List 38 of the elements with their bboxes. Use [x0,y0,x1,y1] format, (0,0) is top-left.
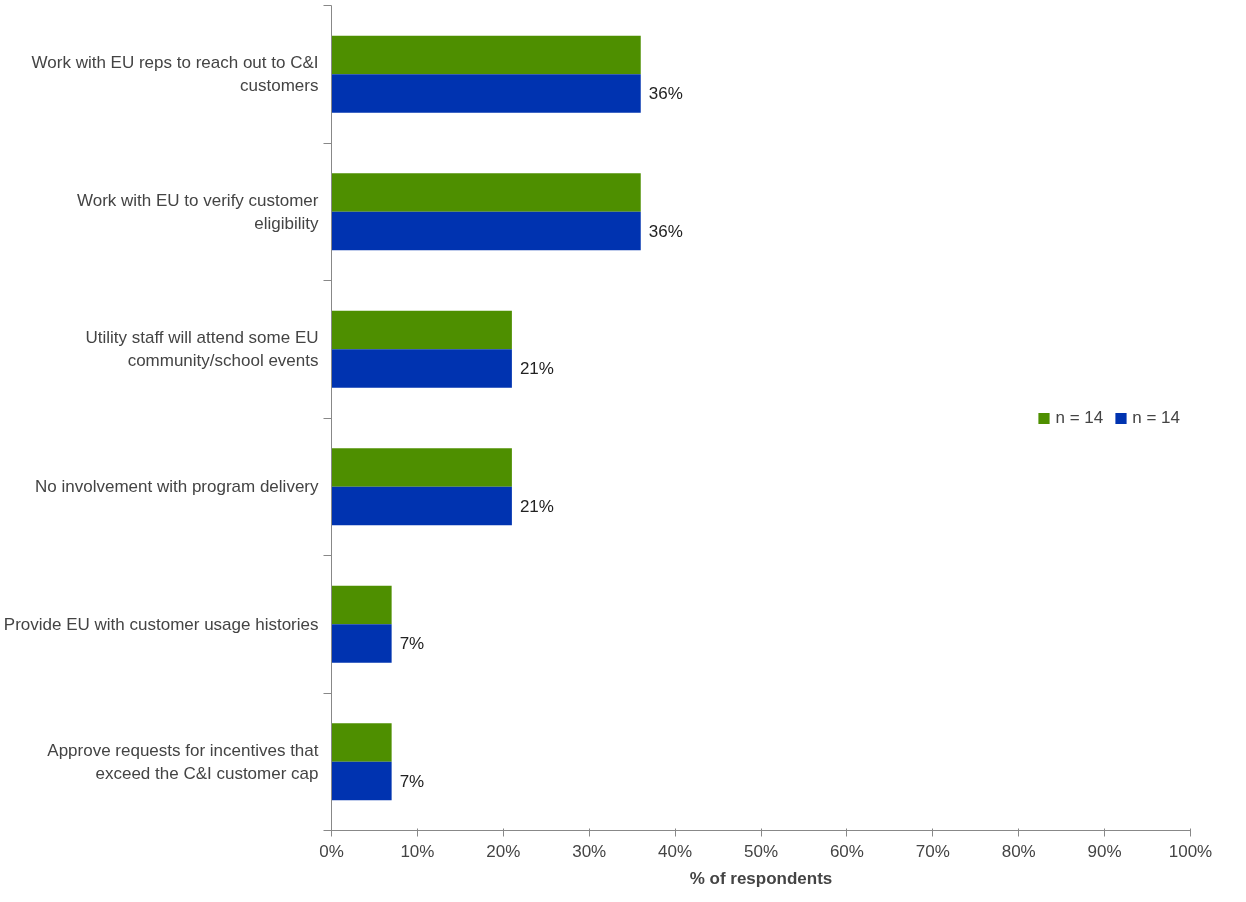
x-tick-label: 100% [1168,841,1213,861]
x-tick-label: 40% [658,841,693,861]
y-tick-label: Work with EU to verify customer eligibility [76,190,319,233]
bar [331,173,641,212]
bar [331,486,512,526]
legend-label: n = 14 [1132,407,1180,428]
data-label: 21% [519,496,554,516]
x-tick-label: 80% [1001,841,1036,861]
x-tick-label: 60% [829,841,864,861]
x-tick-label: 30% [572,841,607,861]
bar [331,585,392,625]
bar [331,349,512,388]
bar [331,211,641,251]
x-tick-label: 70% [915,841,950,861]
data-label: 21% [519,359,554,378]
bar [331,723,392,762]
x-tick-label: 10% [400,841,435,861]
y-tick-label: Utility staff will attend some EU community/school events [85,328,319,371]
data-label: 7% [399,634,425,653]
bar [331,35,641,75]
bar [331,74,641,113]
x-tick-label: 0% [319,841,344,861]
x-tick-label: 50% [743,841,779,861]
y-tick-label: No involvement with program delivery [35,477,319,497]
y-tick-label: Approve requests for incentives that exceed the C&I customer cap [47,740,319,783]
y-tick-label: Work with EU reps to reach out to C&I customers [31,53,319,96]
y-tick-label: Provide EU with customer usage histories [3,614,319,634]
data-label: 36% [648,221,683,241]
bar [331,448,512,487]
bar [331,624,392,663]
x-tick-label: 20% [486,841,521,861]
x-tick-label: 90% [1087,841,1122,861]
data-label: 7% [399,771,425,791]
legend-label: n = 14 [1055,407,1104,428]
data-label: 36% [648,84,683,103]
bar [331,310,512,350]
bar [331,761,392,801]
x-axis-title: % of respondents [689,868,833,888]
